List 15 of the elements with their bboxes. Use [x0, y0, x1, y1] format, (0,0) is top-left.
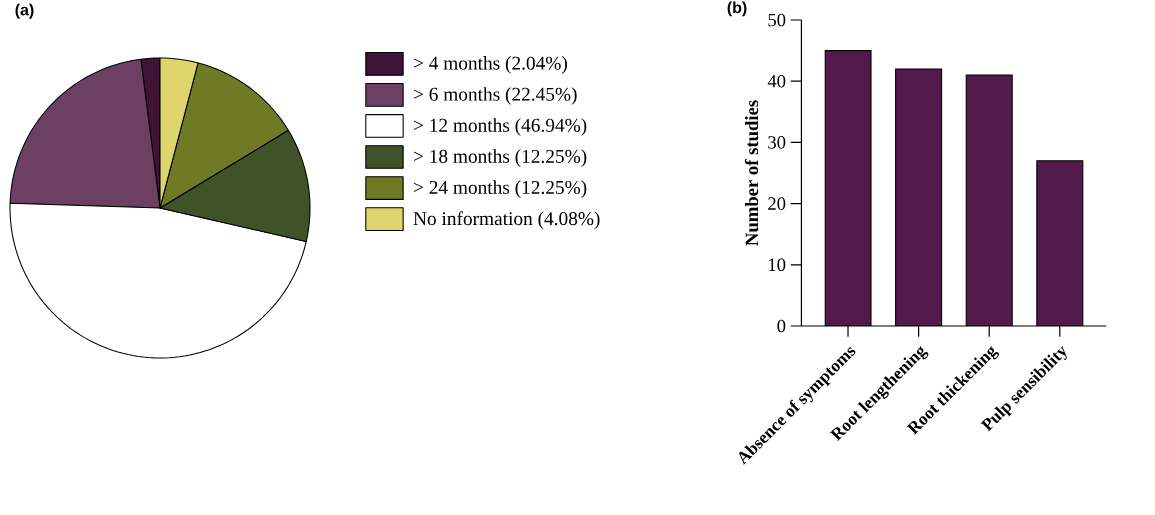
- y-tick-label: 50: [768, 13, 786, 27]
- legend-label: > 4 months (2.04%): [413, 56, 567, 74]
- y-tick-label: 30: [768, 136, 786, 149]
- chart-title: (b): [727, 1, 747, 17]
- legend-label: No information (4.08%): [413, 211, 600, 230]
- legend-label: > 18 months (12.25%): [413, 149, 587, 167]
- y-tick-label: 0: [777, 319, 786, 333]
- y-tick-label: 40: [767, 74, 786, 88]
- legend-label: > 12 months (46.94%): [413, 118, 587, 136]
- chart-title: (a): [15, 3, 34, 19]
- y-axis-title: Number of studies: [744, 100, 759, 246]
- y-tick-label: 20: [768, 197, 786, 210]
- legend-label: > 24 months (12.25%): [413, 180, 587, 198]
- y-tick-label: 10: [769, 258, 786, 272]
- legend-label: > 6 months (22.45%): [413, 87, 577, 105]
